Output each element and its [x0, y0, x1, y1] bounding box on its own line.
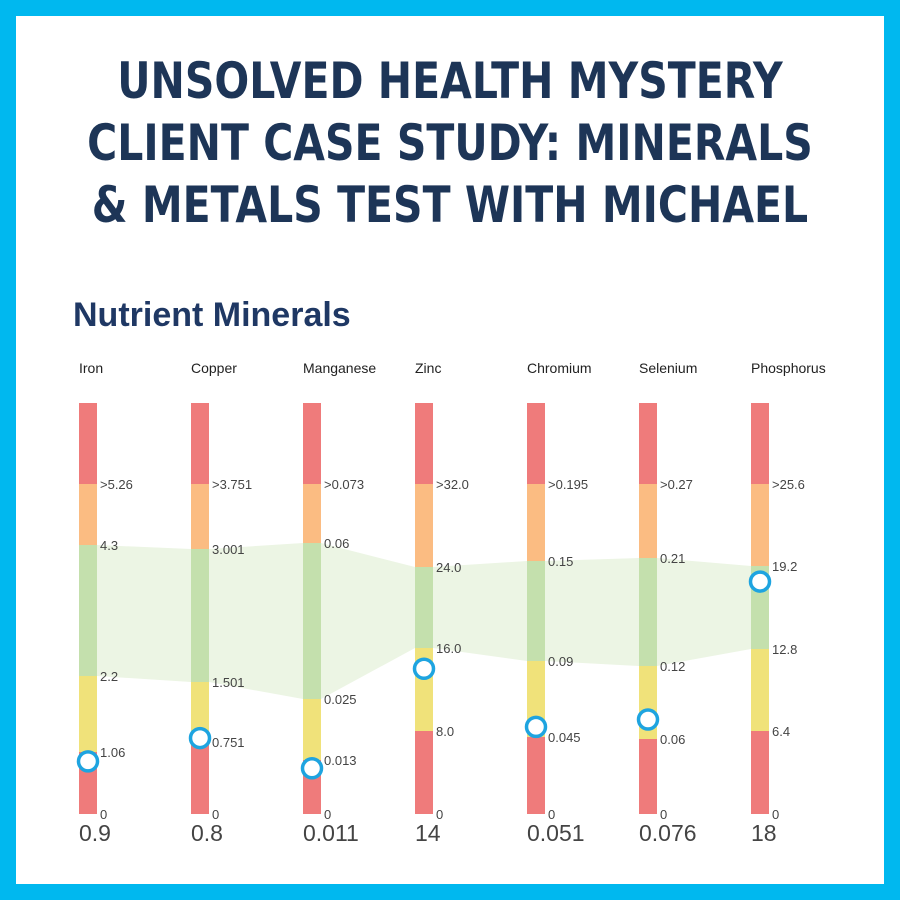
phosphorus-tick-low: 6.4 [772, 724, 790, 739]
chromium-elevated-segment [527, 484, 545, 561]
manganese-low-segment [303, 699, 321, 760]
phosphorus-result-marker [748, 570, 772, 593]
chromium-tick-high: >0.195 [548, 477, 588, 492]
phosphorus-deficient-segment [751, 731, 769, 814]
manganese-tick-zero: 0 [324, 807, 331, 822]
poster-frame [16, 16, 884, 884]
phosphorus-result-value: 18 [751, 820, 777, 846]
copper-result-value: 0.8 [191, 820, 223, 846]
headline-line-1: UNSOLVED HEALTH MYSTERY [117, 52, 783, 110]
chromium-tick-optimal-high: 0.15 [548, 554, 573, 569]
copper-result-marker [188, 726, 212, 750]
chromium-tick-zero: 0 [548, 807, 555, 822]
phosphorus-high-segment [751, 403, 769, 484]
iron-tick-zero: 0 [100, 807, 107, 822]
section-title: Nutrient Minerals [73, 296, 351, 334]
mineral-label-copper: Copper [191, 360, 237, 376]
chromium-tick-low: 0.045 [548, 730, 581, 745]
iron-low-segment [79, 676, 97, 752]
phosphorus-tick-optimal-low: 12.8 [772, 642, 797, 657]
copper-tick-high: >3.751 [212, 477, 252, 492]
mineral-label-manganese: Manganese [303, 360, 376, 376]
zinc-deficient-segment [415, 731, 433, 814]
selenium-tick-optimal-low: 0.12 [660, 659, 685, 674]
headline-line-2: CLIENT CASE STUDY: MINERALS [87, 114, 813, 172]
phosphorus-low-segment [751, 649, 769, 731]
chromium-result-value: 0.051 [527, 820, 585, 846]
copper-tick-optimal-low: 1.501 [212, 675, 245, 690]
mineral-label-iron: Iron [79, 360, 103, 376]
iron-tick-low: 1.06 [100, 745, 125, 760]
phosphorus-elevated-segment [751, 484, 769, 566]
iron-tick-optimal-low: 2.2 [100, 669, 118, 684]
manganese-tick-optimal-low: 0.025 [324, 692, 357, 707]
zinc-tick-high: >32.0 [436, 477, 469, 492]
headline-line-3: & METALS TEST WITH MICHAEL [91, 176, 809, 234]
iron-elevated-segment [79, 484, 97, 545]
zinc-elevated-segment [415, 484, 433, 567]
mineral-label-selenium: Selenium [639, 360, 697, 376]
chromium-tick-optimal-low: 0.09 [548, 654, 573, 669]
selenium-deficient-segment [639, 739, 657, 814]
manganese-tick-high: >0.073 [324, 477, 364, 492]
manganese-tick-optimal-high: 0.06 [324, 536, 349, 551]
copper-high-segment [191, 403, 209, 484]
zinc-high-segment [415, 403, 433, 484]
iron-tick-high: >5.26 [100, 477, 133, 492]
zinc-optimal-segment [415, 567, 433, 648]
selenium-tick-low: 0.06 [660, 732, 685, 747]
iron-result-marker [76, 750, 100, 773]
zinc-result-marker [412, 657, 436, 680]
zinc-tick-zero: 0 [436, 807, 443, 822]
copper-tick-optimal-high: 3.001 [212, 542, 245, 557]
chromium-high-segment [527, 403, 545, 484]
zinc-tick-low: 8.0 [436, 724, 454, 739]
mineral-label-zinc: Zinc [415, 360, 441, 376]
iron-tick-optimal-high: 4.3 [100, 538, 118, 553]
mineral-label-phosphorus: Phosphorus [751, 360, 826, 376]
zinc-result-value: 14 [415, 820, 441, 846]
selenium-tick-optimal-high: 0.21 [660, 551, 685, 566]
phosphorus-tick-zero: 0 [772, 807, 779, 822]
zinc-tick-optimal-low: 16.0 [436, 641, 461, 656]
phosphorus-tick-optimal-high: 19.2 [772, 559, 797, 574]
selenium-optimal-segment [639, 558, 657, 666]
iron-result-value: 0.9 [79, 820, 111, 846]
selenium-result-marker [636, 708, 660, 731]
manganese-optimal-segment [303, 543, 321, 699]
selenium-tick-high: >0.27 [660, 477, 693, 492]
copper-low-segment [191, 682, 209, 742]
iron-optimal-segment [79, 545, 97, 676]
chromium-optimal-segment [527, 561, 545, 661]
manganese-high-segment [303, 403, 321, 484]
zinc-tick-optimal-high: 24.0 [436, 560, 461, 575]
headline: UNSOLVED HEALTH MYSTERY CLIENT CASE STUD… [0, 50, 900, 236]
copper-tick-zero: 0 [212, 807, 219, 822]
copper-tick-low: 0.751 [212, 735, 245, 750]
selenium-tick-zero: 0 [660, 807, 667, 822]
chromium-deficient-segment [527, 737, 545, 814]
manganese-tick-low: 0.013 [324, 753, 357, 768]
phosphorus-tick-high: >25.6 [772, 477, 805, 492]
iron-high-segment [79, 403, 97, 484]
selenium-high-segment [639, 403, 657, 484]
manganese-result-marker [300, 757, 324, 780]
manganese-result-value: 0.011 [303, 820, 359, 846]
selenium-result-value: 0.076 [639, 820, 697, 846]
mineral-label-chromium: Chromium [527, 360, 592, 376]
copper-elevated-segment [191, 484, 209, 549]
chromium-result-marker [524, 715, 548, 739]
copper-optimal-segment [191, 549, 209, 682]
selenium-elevated-segment [639, 484, 657, 558]
copper-deficient-segment [191, 742, 209, 814]
manganese-elevated-segment [303, 484, 321, 543]
